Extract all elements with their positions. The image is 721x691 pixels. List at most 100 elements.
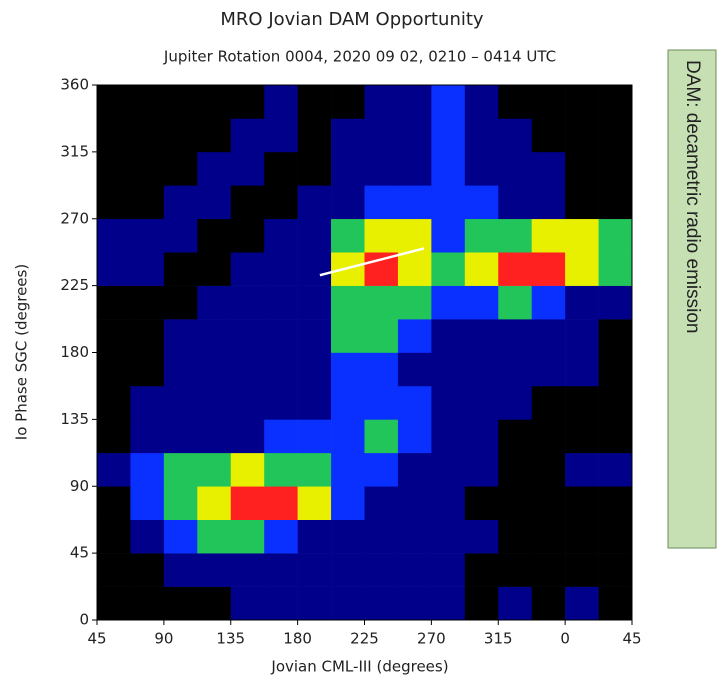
y-tick-label: 315 <box>60 142 89 160</box>
heat-cell <box>464 419 499 454</box>
heat-cell <box>565 419 599 454</box>
heat-cell <box>97 151 131 186</box>
heat-cell <box>498 553 532 587</box>
heat-cell <box>431 218 466 253</box>
heat-cell <box>163 151 198 186</box>
heat-cell <box>397 385 432 420</box>
heat-cell <box>431 419 466 454</box>
heat-cell <box>364 385 399 420</box>
heat-cell <box>397 519 432 554</box>
heat-cell <box>331 519 365 554</box>
heat-cell <box>598 185 633 220</box>
heat-cell <box>364 586 399 621</box>
x-axis-label: Jovian CML-III (degrees) <box>270 658 448 676</box>
heat-cell <box>163 419 198 454</box>
heat-cell <box>297 118 332 153</box>
heat-cell <box>97 419 131 454</box>
heat-cell <box>498 519 532 554</box>
heat-cell <box>598 486 633 520</box>
heat-cell <box>565 151 599 186</box>
heat-cell <box>531 218 566 253</box>
heat-cell <box>498 118 532 153</box>
heat-cell <box>197 319 232 353</box>
heat-cell <box>431 252 466 286</box>
heat-cell <box>331 419 365 454</box>
heat-cell <box>565 319 599 353</box>
heat-cell <box>264 419 298 454</box>
heat-cell <box>297 85 332 119</box>
heat-cell <box>464 285 499 320</box>
heat-cell <box>397 419 432 454</box>
heat-cell <box>565 218 599 253</box>
heat-cell <box>364 452 399 487</box>
heat-cell <box>531 553 566 587</box>
heat-cell <box>163 85 198 119</box>
heat-cell <box>197 519 232 554</box>
heat-cell <box>397 218 432 253</box>
heat-cell <box>431 385 466 420</box>
heat-cell <box>331 218 365 253</box>
heat-cell <box>264 252 298 286</box>
heat-cell <box>130 385 165 420</box>
heat-cell <box>230 85 265 119</box>
heat-cell <box>297 252 332 286</box>
heat-cell <box>498 319 532 353</box>
heat-cell <box>264 285 298 320</box>
heat-cell <box>230 553 265 587</box>
y-tick-label: 45 <box>70 544 89 562</box>
heat-cell <box>264 319 298 353</box>
heat-cell <box>97 218 131 253</box>
heat-cell <box>297 285 332 320</box>
heat-cell <box>397 85 432 119</box>
heat-cell <box>130 486 165 520</box>
heat-cell <box>598 352 633 387</box>
heat-cell <box>431 85 466 119</box>
heat-cell <box>431 486 466 520</box>
heat-cell <box>130 352 165 387</box>
heat-cell <box>565 553 599 587</box>
heat-cell <box>97 553 131 587</box>
heat-cell <box>531 385 566 420</box>
heat-cell <box>97 319 131 353</box>
heat-cell <box>130 118 165 153</box>
x-tick-label: 0 <box>560 630 570 648</box>
heat-cell <box>498 285 532 320</box>
heat-cell <box>197 385 232 420</box>
heat-cell <box>565 252 599 286</box>
heat-cell <box>464 452 499 487</box>
heat-cell <box>598 419 633 454</box>
heat-cell <box>264 185 298 220</box>
heat-cell <box>97 586 131 621</box>
heat-cell <box>331 352 365 387</box>
heat-cell <box>163 586 198 621</box>
x-tick-label: 315 <box>484 630 513 648</box>
heat-cell <box>264 118 298 153</box>
y-tick-label: 135 <box>60 410 89 428</box>
heat-cell <box>97 452 131 487</box>
heat-cell <box>264 352 298 387</box>
chart-subtitle: Jupiter Rotation 0004, 2020 09 02, 0210 … <box>163 48 556 66</box>
heat-cell <box>297 319 332 353</box>
heat-cell <box>297 151 332 186</box>
heat-cell <box>531 319 566 353</box>
heat-cell <box>531 419 566 454</box>
annotation-line <box>319 247 425 277</box>
heat-cell <box>197 419 232 454</box>
heat-cell <box>397 151 432 186</box>
heat-cell <box>598 252 633 286</box>
heat-cell <box>397 285 432 320</box>
heat-cell <box>97 519 131 554</box>
heat-cell <box>565 118 599 153</box>
heat-cell <box>464 151 499 186</box>
heat-cell <box>598 586 633 621</box>
heat-cell <box>163 385 198 420</box>
heat-cell <box>230 419 265 454</box>
heat-cell <box>397 252 432 286</box>
heat-cell <box>97 118 131 153</box>
heat-cell <box>97 486 131 520</box>
x-tick-label: 90 <box>154 630 173 648</box>
heat-cell <box>598 285 633 320</box>
heat-cell <box>197 553 232 587</box>
heat-cell <box>197 352 232 387</box>
heat-cell <box>97 252 131 286</box>
